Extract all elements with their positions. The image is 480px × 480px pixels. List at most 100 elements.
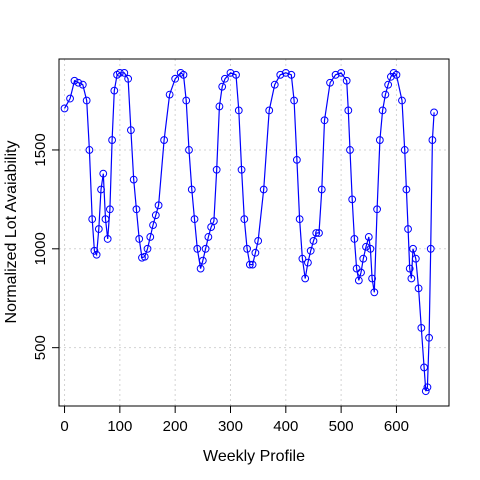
data-point [290,96,299,105]
data-point [337,68,346,77]
data-point [66,94,74,103]
data-point [309,237,318,245]
data-point [350,235,359,243]
data-point [190,215,199,224]
data-point [78,80,87,89]
data-point [428,136,437,144]
data-point [276,70,285,79]
data-point [245,260,254,269]
data-point [143,244,152,253]
data-point [298,254,307,263]
data-point [366,244,375,253]
y-tick-label: 1000 [32,232,49,265]
data-point [295,215,304,224]
data-point [165,90,174,99]
data-point [209,217,218,226]
data-point [301,274,310,283]
data-point [204,233,213,241]
data-point [90,246,99,255]
data-point [254,237,263,245]
data-point [160,136,169,144]
series-layer [60,68,438,396]
data-point [232,70,240,79]
data-point [120,68,129,77]
data-point [92,250,101,259]
data-point [226,68,235,77]
data-point [387,72,395,81]
data-point [306,246,315,255]
data-point [417,324,426,332]
x-tick-label: 500 [329,418,354,435]
data-point [405,264,414,273]
data-point [304,258,312,267]
data-point [243,244,251,253]
x-tick-label: 400 [273,418,298,435]
data-point [270,80,279,89]
data-point [344,106,353,115]
data-point [292,155,301,164]
data-point [373,205,381,214]
data-point [398,96,406,105]
data-point [110,86,119,95]
data-point [234,106,243,115]
x-tick-label: 300 [218,418,243,435]
x-tick-label: 0 [60,418,68,435]
data-point [240,215,249,224]
y-axis: 500 1000 1500 [32,133,59,360]
data-point [88,215,97,224]
y-axis-title: Normalized Lot Avaiability [3,141,20,324]
data-point [196,264,205,273]
data-point [426,244,435,253]
x-axis: 0 100 200 300 400 500 600 [60,405,409,435]
data-point [281,68,290,77]
data-point [135,235,144,243]
data-point [315,229,323,237]
data-point [430,108,438,117]
data-point [331,70,340,79]
data-point [320,116,329,125]
grid-lines [59,59,449,406]
data-point [251,248,260,257]
data-point [317,185,326,194]
data-point [265,106,274,115]
data-point [182,96,191,105]
data-point [370,288,379,297]
data-point [400,146,409,154]
data-point [218,82,227,91]
data-point [248,260,257,269]
data-point [215,102,224,111]
data-point [198,256,207,265]
y-tick-label: 1500 [32,133,49,166]
data-point [70,76,79,85]
data-point [103,235,112,243]
data-point [187,185,196,194]
data-point [140,252,149,261]
data-point [221,74,229,83]
data-point [108,136,117,144]
data-point [124,74,133,83]
data-point [392,70,401,79]
data-point [326,78,334,87]
data-point [287,70,296,79]
data-point [420,363,429,372]
data-point [425,333,433,342]
data-point [201,244,210,253]
data-point [402,185,411,194]
data-point [60,104,69,113]
data-point [105,205,114,214]
data-point [171,74,180,83]
data-point [212,165,221,174]
data-point [404,225,412,233]
data-point [384,80,393,89]
data-point [352,264,361,273]
data-point [115,68,124,77]
x-tick-label: 600 [384,418,409,435]
data-point [409,244,417,253]
x-tick-label: 200 [163,418,188,435]
data-point [342,76,351,85]
data-point [101,215,110,224]
data-point [354,276,363,285]
y-tick-label: 500 [32,335,49,360]
data-point [146,233,155,241]
